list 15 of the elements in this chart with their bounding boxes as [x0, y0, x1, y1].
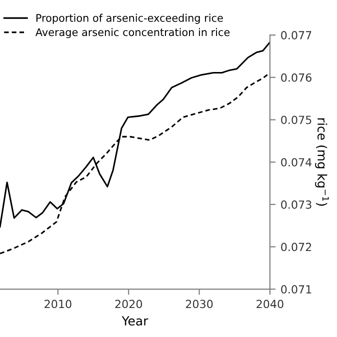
x-tick-label: 2020 — [115, 300, 142, 308]
x-axis-title: Year — [122, 316, 148, 326]
y-tick-label: 0.073 — [281, 200, 312, 209]
legend-label: Average arsenic concentration in rice — [36, 28, 230, 38]
legend-label: Proportion of arsenic-exceeding rice — [36, 14, 223, 24]
y-axis-title: rice (mg kg$^{−1}$) — [315, 118, 329, 206]
y-tick-label: 0.077 — [281, 31, 312, 40]
y-tick-label: 0.072 — [281, 242, 312, 252]
x-tick-label: 2030 — [186, 300, 213, 308]
x-tick-label: 2040 — [256, 300, 284, 308]
x-tick-label: 2010 — [44, 300, 72, 308]
y-tick-label: 0.076 — [281, 73, 312, 82]
y-tick-label: 0.075 — [281, 116, 312, 124]
y-tick-label: 0.071 — [281, 285, 312, 294]
y-tick-label: 0.074 — [281, 158, 312, 166]
